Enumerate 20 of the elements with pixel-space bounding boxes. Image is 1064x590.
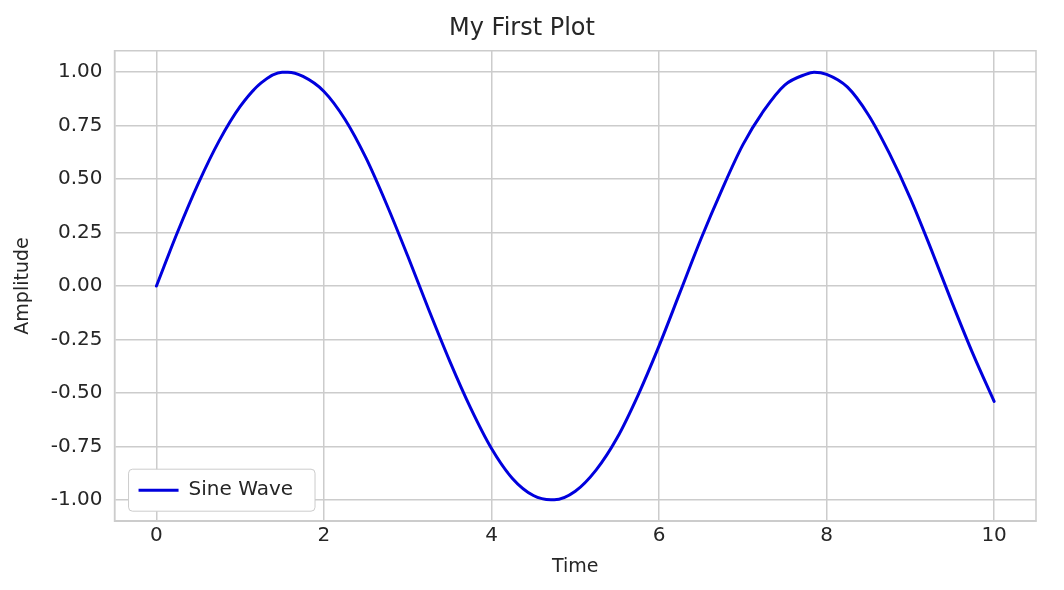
y-tick-label: -0.75 <box>50 432 103 457</box>
line-series <box>154 70 996 502</box>
legend-label: Sine Wave <box>188 476 294 501</box>
x-tick-label: 10 <box>981 522 1007 547</box>
x-tick-label: 2 <box>317 522 331 547</box>
x-axis-title: Time <box>551 553 599 576</box>
x-tick-label: 4 <box>485 522 498 547</box>
y-tick-label: 0.75 <box>58 111 103 136</box>
y-tick-label: -0.25 <box>50 325 103 350</box>
y-tick-label: 0.00 <box>58 272 103 297</box>
y-tick-label: 1.00 <box>58 58 103 83</box>
x-tick-label: 6 <box>652 522 666 547</box>
y-tick-label: 0.25 <box>58 218 103 243</box>
x-tick-label: 0 <box>150 522 163 547</box>
chart-title: My First Plot <box>449 12 595 41</box>
y-tick-label: -0.50 <box>50 379 103 404</box>
y-axis-title: Amplitude <box>10 237 33 335</box>
y-tick-label: 0.50 <box>58 165 103 190</box>
y-tick-label: -1.00 <box>50 486 103 511</box>
x-tick-label: 8 <box>820 522 833 547</box>
